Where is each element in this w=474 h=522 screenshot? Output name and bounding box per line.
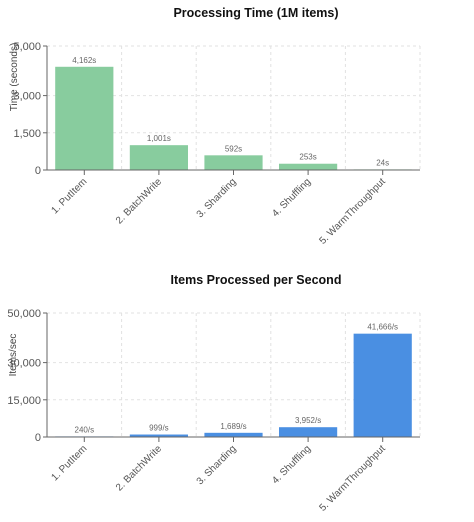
- data-label: 41,666/s: [367, 323, 398, 332]
- data-label: 3,952/s: [295, 416, 321, 425]
- y-tick-label: 30,000: [7, 358, 41, 370]
- y-axis-label: Items/sec: [8, 334, 19, 377]
- y-tick-label: 0: [35, 165, 41, 177]
- x-tick-label: 5. WarmThroughput: [317, 176, 388, 247]
- x-tick-label: 2. BatchWrite: [114, 176, 164, 226]
- data-label: 4,162s: [72, 56, 96, 65]
- data-label: 999/s: [149, 424, 169, 433]
- bar: [204, 432, 263, 437]
- data-label: 1,001s: [147, 134, 171, 143]
- bar: [129, 145, 188, 170]
- y-tick-label: 0: [35, 432, 41, 444]
- y-axis-label: Time (seconds): [9, 43, 20, 112]
- bar: [204, 155, 263, 170]
- x-tick-label: 1. PutItem: [49, 443, 89, 483]
- chart-title: Items Processed per Second: [171, 273, 342, 287]
- x-tick-label: 1. PutItem: [49, 176, 89, 216]
- y-tick-label: 50,000: [7, 308, 41, 320]
- bar: [279, 163, 338, 170]
- processing-time-chart: Processing Time (1M items) Time (seconds…: [9, 6, 421, 247]
- data-label: 592s: [225, 144, 242, 153]
- bar: [55, 66, 114, 170]
- x-tick-label: 4. Shuffling: [270, 176, 313, 219]
- y-tick-label: 3,000: [13, 91, 41, 103]
- y-tick-label: 5,000: [13, 41, 41, 53]
- data-label: 1,689/s: [220, 422, 246, 431]
- x-tick-label: 4. Shuffling: [270, 443, 313, 486]
- items-per-second-chart: Items Processed per Second Items/sec 240…: [7, 273, 421, 514]
- x-tick-label: 2. BatchWrite: [114, 443, 164, 493]
- y-tick-label: 1,500: [13, 128, 41, 140]
- data-label: 24s: [376, 158, 389, 167]
- bar: [353, 333, 412, 437]
- y-tick-label: 15,000: [7, 395, 41, 407]
- data-label: 240/s: [75, 425, 95, 434]
- bar: [279, 427, 338, 437]
- x-tick-label: 3. Sharding: [195, 443, 239, 487]
- chart-title: Processing Time (1M items): [173, 6, 338, 20]
- x-tick-label: 5. WarmThroughput: [317, 443, 388, 514]
- data-label: 253s: [299, 153, 316, 162]
- x-tick-label: 3. Sharding: [195, 176, 239, 220]
- bar: [129, 434, 188, 437]
